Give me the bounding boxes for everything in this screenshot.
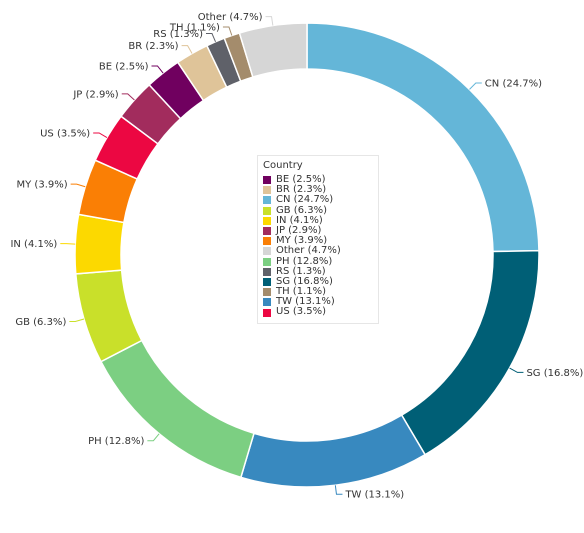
slice-sg[interactable] [400,249,540,456]
legend-item[interactable]: US (3.5%) [263,307,373,317]
legend-swatch [263,308,271,317]
slices-group [74,22,540,488]
legend-label: US (3.5%) [276,306,327,318]
leader-line-rs [205,33,216,42]
legend-swatch [263,186,271,195]
leader-line-gb [69,318,85,323]
legend-label: PH (12.8%) [276,255,333,267]
leader-line-jp [121,93,135,101]
legend-label: MY (3.9%) [276,235,328,247]
slice-label-rs: RS (1.3%) [153,29,203,40]
leader-lines-group [60,16,524,495]
leader-line-tw [334,485,343,495]
legend-label: TW (13.1%) [276,296,335,308]
legend-item[interactable]: JP (2.9%) [263,224,373,236]
slice-in[interactable] [74,213,125,275]
legend-label: BE (2.5%) [276,174,326,185]
slice-ph[interactable] [99,339,255,479]
legend-swatch [263,298,271,307]
slice-tw[interactable] [239,414,427,488]
slice-label-cn: CN (24.7%) [485,78,542,89]
legend-item[interactable]: Other (4.7%) [263,246,373,256]
legend-item[interactable]: GB (6.3%) [263,204,373,216]
legend-item[interactable]: TH (1.1%) [263,286,373,298]
legend-label: GB (6.3%) [276,204,327,216]
slice-label-be: BE (2.5%) [99,61,149,72]
slice-label-gb: GB (6.3%) [15,317,66,328]
slice-labels-group: CN (24.7%) SG (16.8%) TW (13.1%) PH (12.8%)… [10,12,583,501]
legend-swatch [263,267,271,276]
legend-label: TH (1.1%) [276,286,327,298]
legend-swatch [263,277,271,286]
legend-title: Country [263,160,303,171]
slice-label-sg: SG (16.8%) [526,368,583,379]
legend: Country BE (2.5%) BR (2.3%) CN (24.7%) GB (… [257,155,379,324]
legend-swatch [263,257,271,266]
legend-item[interactable]: RS (1.3%) [263,265,373,277]
legend-item[interactable]: MY (3.9%) [263,235,373,247]
slice-label-other: Other (4.7%) [198,12,263,23]
leader-line-th [222,26,233,36]
legend-item[interactable]: BR (2.3%) [263,184,373,196]
legend-item[interactable]: SG (16.8%) [263,275,373,287]
legend-swatch [263,216,271,225]
legend-item[interactable]: TW (13.1%) [263,297,373,307]
legend-swatch [263,206,271,215]
slice-other[interactable] [238,22,308,78]
legend-swatch [263,237,271,246]
leader-line-sg [509,367,524,373]
leader-line-cn [469,82,482,90]
legend-item[interactable]: IN (4.1%) [263,214,373,226]
legend-swatch [263,288,271,297]
legend-items: BE (2.5%) BR (2.3%) CN (24.7%) GB (6.3%) IN … [263,174,373,318]
leader-line-us [93,132,108,138]
leader-line-my [70,183,86,188]
slice-label-ph: PH (12.8%) [88,436,144,447]
legend-label: IN (4.1%) [276,214,323,226]
slice-label-my: MY (3.9%) [17,180,68,191]
leader-line-br [181,45,193,54]
slice-label-jp: JP (2.9%) [72,89,118,100]
leader-line-other [265,16,274,26]
legend-swatch [263,176,271,185]
legend-swatch [263,196,271,205]
legend-label: CN (24.7%) [276,194,334,206]
legend-item[interactable]: PH (12.8%) [263,255,373,267]
legend-item[interactable]: CN (24.7%) [263,195,373,205]
legend-swatch [263,247,271,256]
slice-label-tw: TW (13.1%) [344,490,404,501]
legend-label: JP (2.9%) [276,224,322,236]
slice-label-in: IN (4.1%) [10,239,57,250]
legend-label: RS (1.3%) [276,265,326,277]
leader-line-ph [147,433,160,442]
slice-label-br: BR (2.3%) [128,41,178,52]
slice-label-us: US (3.5%) [40,128,90,139]
slice-label-th: TH (1.1%) [169,22,220,33]
legend-swatch [263,227,271,236]
legend-label: Other (4.7%) [276,245,341,257]
legend-item[interactable]: BE (2.5%) [263,174,373,185]
leader-line-be [151,65,164,74]
legend-label: BR (2.3%) [276,184,327,196]
legend-label: SG (16.8%) [276,275,333,287]
